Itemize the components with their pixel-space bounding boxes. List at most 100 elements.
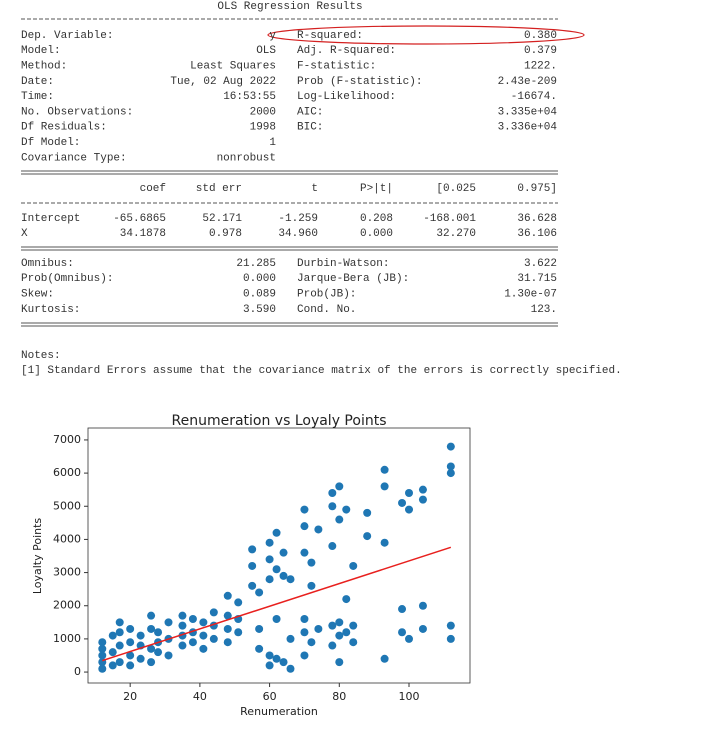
x-axis-label: Renumeration — [240, 705, 318, 718]
point — [286, 664, 295, 673]
point — [188, 638, 197, 647]
point — [279, 548, 288, 557]
diagnostic-value: 1.30e-07 — [504, 289, 557, 301]
point — [307, 638, 316, 647]
cell: 0.000 — [360, 228, 393, 240]
point — [265, 661, 274, 670]
point — [398, 605, 407, 614]
summary-label: F-statistic: — [297, 61, 376, 73]
report-title: OLS Regression Results — [217, 1, 362, 13]
row-label: X — [21, 228, 28, 240]
summary-label: Covariance Type: — [21, 152, 127, 164]
column-header: coef — [140, 183, 166, 195]
diagnostic-value: 123. — [531, 304, 557, 316]
point — [300, 548, 309, 557]
point — [199, 644, 208, 653]
point — [300, 628, 309, 637]
x-tick-label: 60 — [263, 690, 277, 703]
fit-line — [102, 546, 452, 662]
point — [115, 658, 124, 667]
point — [223, 624, 232, 633]
point — [349, 638, 358, 647]
cell: 34.1878 — [120, 228, 166, 240]
point — [342, 595, 351, 604]
summary-value: nonrobust — [217, 152, 276, 164]
point — [300, 505, 309, 514]
point — [418, 485, 427, 494]
point — [286, 634, 295, 643]
point — [307, 581, 316, 590]
point — [405, 488, 414, 497]
cell: 52.171 — [202, 213, 242, 225]
point — [147, 624, 156, 633]
point — [446, 621, 455, 630]
notes-title: Notes: — [21, 350, 61, 362]
point — [234, 628, 243, 637]
point — [255, 588, 264, 597]
point — [398, 498, 407, 507]
point — [136, 631, 145, 640]
point — [418, 601, 427, 610]
diagnostic-label: Cond. No. — [297, 304, 356, 316]
point — [223, 591, 232, 600]
point — [272, 528, 281, 537]
column-header: P>|t| — [360, 183, 393, 195]
point — [307, 558, 316, 567]
point — [147, 658, 156, 667]
point — [126, 661, 135, 670]
point — [154, 648, 163, 657]
point — [178, 641, 187, 650]
point — [108, 631, 117, 640]
point — [164, 618, 173, 627]
point — [363, 508, 372, 517]
summary-value: 0.379 — [524, 45, 557, 57]
summary-value: 1 — [269, 137, 276, 149]
highlight-ellipse — [267, 25, 585, 45]
point — [209, 634, 218, 643]
summary-value: 1222. — [524, 61, 557, 73]
y-tick-label: 3000 — [53, 566, 81, 579]
x-tick-label: 20 — [123, 690, 137, 703]
cell: -1.259 — [278, 213, 318, 225]
diagnostic-label: Jarque-Bera (JB): — [297, 273, 409, 285]
point — [255, 624, 264, 633]
point — [328, 502, 337, 511]
cell: -168.001 — [423, 213, 476, 225]
point — [126, 651, 135, 660]
point — [380, 465, 389, 474]
diagnostic-value: 31.715 — [517, 273, 557, 285]
point — [349, 561, 358, 570]
point — [115, 618, 124, 627]
point — [265, 555, 274, 564]
point — [126, 638, 135, 647]
point — [380, 482, 389, 491]
point — [286, 575, 295, 584]
y-tick-label: 0 — [74, 665, 81, 678]
cell: 34.960 — [278, 228, 318, 240]
point — [335, 482, 344, 491]
summary-value: OLS — [256, 45, 276, 57]
summary-label: No. Observations: — [21, 106, 133, 118]
point — [272, 615, 281, 624]
summary-value: 2.43e-209 — [498, 76, 557, 88]
cell: 36.106 — [517, 228, 557, 240]
x-tick-label: 100 — [399, 690, 420, 703]
point — [279, 658, 288, 667]
point — [446, 462, 455, 471]
point — [136, 654, 145, 663]
diagnostic-label: Kurtosis: — [21, 304, 80, 316]
summary-value: y — [269, 30, 276, 42]
cell: 36.628 — [517, 213, 557, 225]
point — [248, 545, 257, 554]
point — [335, 515, 344, 524]
row-label: Intercept — [21, 213, 80, 225]
point — [188, 615, 197, 624]
point — [178, 621, 187, 630]
point — [115, 628, 124, 637]
point — [272, 654, 281, 663]
cell: 32.270 — [436, 228, 476, 240]
point — [98, 651, 107, 660]
point — [164, 651, 173, 660]
column-header: [0.025 — [436, 183, 476, 195]
